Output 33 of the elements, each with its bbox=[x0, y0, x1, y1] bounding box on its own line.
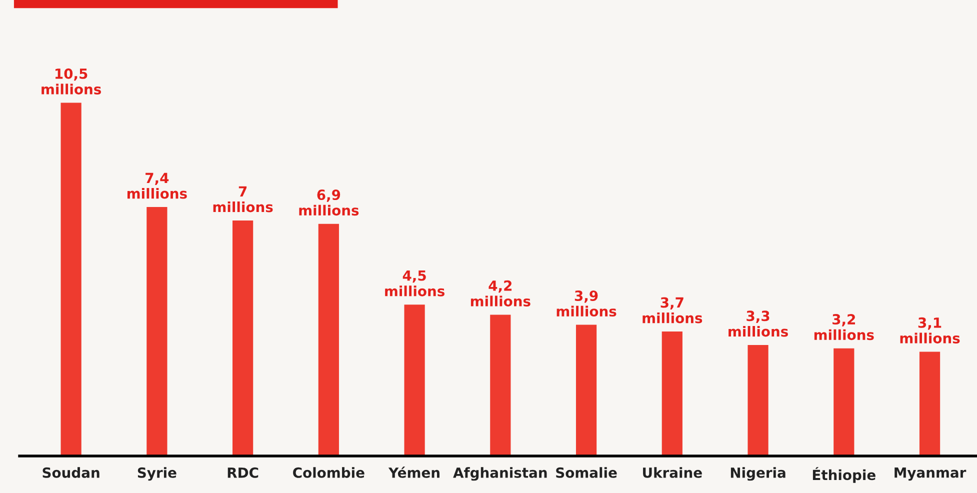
x-tick-label: Éthiopie bbox=[812, 467, 876, 483]
bar bbox=[490, 314, 511, 456]
data-label: 7,4 millions bbox=[127, 172, 187, 199]
bar bbox=[318, 224, 339, 456]
bar bbox=[576, 324, 597, 456]
x-tick-label: Myanmar bbox=[894, 467, 966, 481]
x-tick-label: Colombie bbox=[293, 467, 364, 478]
data-label: 4,5 millions bbox=[385, 270, 444, 296]
x-tick-label: Soudan bbox=[42, 467, 100, 478]
data-label: 4,2 millions bbox=[470, 280, 530, 306]
bar bbox=[60, 102, 82, 456]
bar bbox=[748, 344, 768, 456]
data-label: 3,9 millions bbox=[556, 290, 616, 317]
bar bbox=[919, 352, 940, 456]
bar bbox=[662, 332, 682, 456]
data-label: 3,3 millions bbox=[728, 310, 788, 337]
bar bbox=[232, 220, 254, 456]
data-label: 3,2 millions bbox=[814, 314, 874, 340]
x-tick-label: Syrie bbox=[138, 467, 176, 481]
x-tick-label: RDC bbox=[228, 467, 258, 478]
x-tick-label: Nigeria bbox=[730, 467, 786, 481]
data-label: 3,7 millions bbox=[642, 297, 702, 324]
data-label: 7 millions bbox=[213, 186, 273, 212]
x-tick-label: Somalie bbox=[556, 467, 617, 478]
bar bbox=[404, 304, 425, 456]
x-tick-label: Afghanistan bbox=[453, 467, 547, 481]
x-tick-label: Ukraine bbox=[643, 467, 702, 478]
x-tick-label: Yémen bbox=[388, 466, 440, 478]
data-label: 6,9 millions bbox=[299, 190, 359, 216]
data-label: 10,5 millions bbox=[42, 68, 102, 94]
bar bbox=[834, 348, 854, 456]
data-label: 3,1 millions bbox=[900, 317, 960, 344]
bar bbox=[146, 207, 168, 456]
